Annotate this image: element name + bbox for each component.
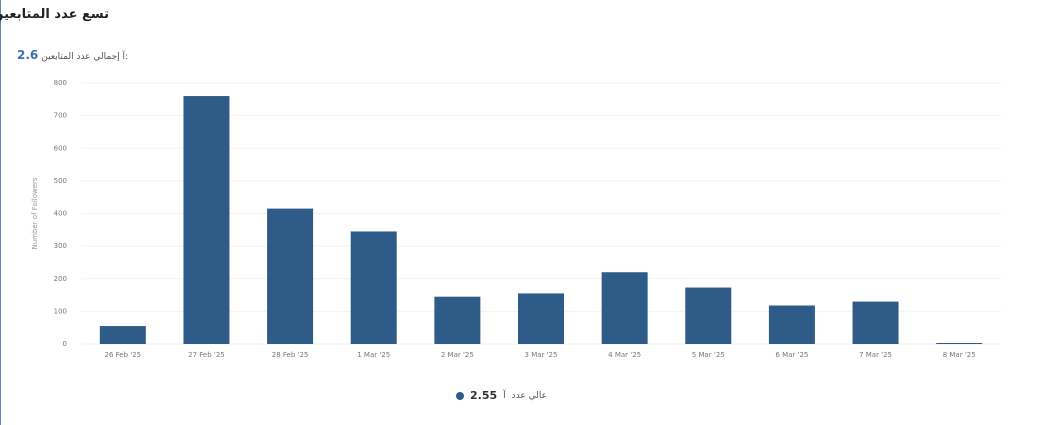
legend-label: عالي عدد xyxy=(511,390,547,401)
chart-legend[interactable]: 2.55 آ عالي عدد xyxy=(456,389,547,402)
total-value: 2.6 xyxy=(17,48,39,62)
bar xyxy=(99,326,146,344)
x-tick-label: 26 Feb '25 xyxy=(105,351,142,359)
total-label: إجمالي عدد المتابعين: xyxy=(41,52,129,62)
x-tick-label: 28 Feb '25 xyxy=(272,351,309,359)
x-tick-label: 8 Mar '25 xyxy=(943,351,976,359)
x-tick-label: 5 Mar '25 xyxy=(692,351,725,359)
y-tick-label: 200 xyxy=(54,275,67,283)
bar xyxy=(685,287,732,344)
y-tick-label: 500 xyxy=(54,177,67,185)
total-followers: 2.6 آ إجمالي عدد المتابعين: xyxy=(17,48,128,62)
y-tick-label: 100 xyxy=(54,307,67,315)
bar xyxy=(434,296,481,344)
bar xyxy=(267,208,314,344)
x-tick-label: 4 Mar '25 xyxy=(608,351,641,359)
x-tick-label: 6 Mar '25 xyxy=(775,351,808,359)
y-axis-label: Number of Followers xyxy=(31,177,39,249)
y-tick-label: 300 xyxy=(54,242,67,250)
x-tick-label: 27 Feb '25 xyxy=(188,351,225,359)
bar xyxy=(518,293,564,344)
x-tick-label: 3 Mar '25 xyxy=(525,351,558,359)
y-tick-label: 0 xyxy=(63,340,67,348)
x-tick-label: 1 Mar '25 xyxy=(357,351,390,359)
bar xyxy=(601,272,648,344)
y-tick-label: 700 xyxy=(54,112,67,120)
bar xyxy=(183,96,230,344)
total-unit: آ xyxy=(122,52,126,62)
y-tick-label: 600 xyxy=(54,144,67,152)
bar-chart: 0 100 200 300 400 500 600 700 800 Number of Follo… xyxy=(31,79,1001,359)
bar xyxy=(768,305,815,344)
y-tick-label: 800 xyxy=(54,79,67,87)
bar xyxy=(350,231,397,344)
legend-unit: آ xyxy=(503,390,506,401)
x-tick-label: 2 Mar '25 xyxy=(441,351,474,359)
x-tick-label: 7 Mar '25 xyxy=(859,351,892,359)
bar xyxy=(936,343,983,344)
y-tick-label: 400 xyxy=(54,210,67,218)
legend-marker-icon xyxy=(456,391,464,400)
legend-value: 2.55 xyxy=(470,389,498,402)
chart-title: تسع عدد المتابعين xyxy=(0,7,109,22)
bar xyxy=(852,301,899,344)
